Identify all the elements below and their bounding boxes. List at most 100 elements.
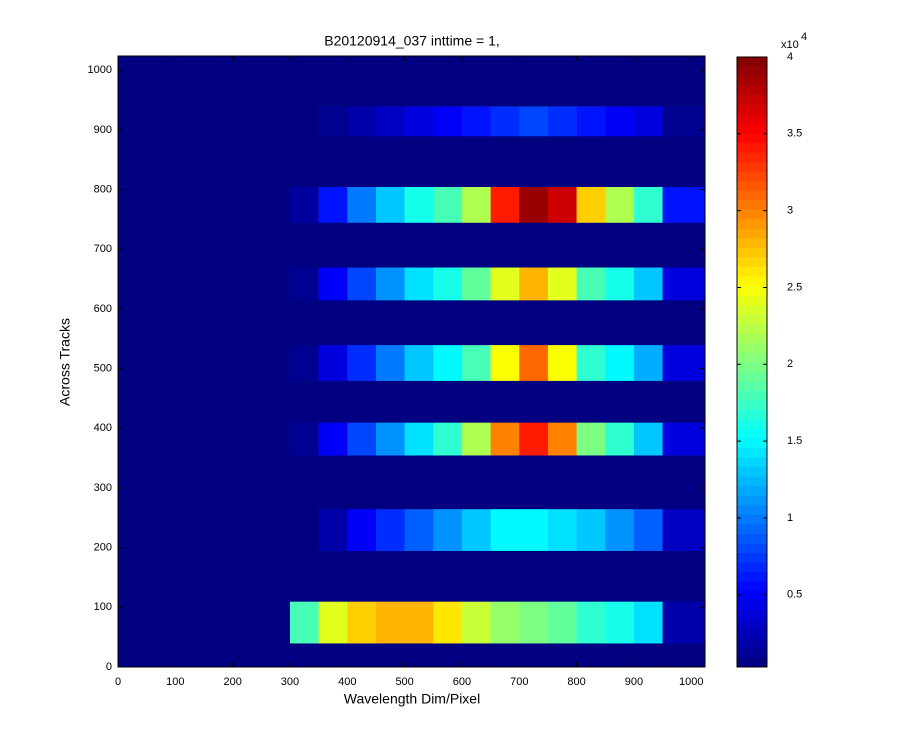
- heatmap-cell: [461, 106, 491, 137]
- heatmap-cell: [633, 344, 663, 381]
- heatmap-cell: [318, 643, 348, 668]
- heatmap-cell: [461, 267, 491, 301]
- heatmap-cell: [318, 455, 348, 510]
- heatmap-cell: [490, 222, 520, 268]
- colorbar-step: [737, 238, 767, 248]
- heatmap-cell: [433, 601, 463, 644]
- x-tick-label: 0: [115, 676, 121, 688]
- heatmap-cell: [662, 106, 706, 137]
- heatmap-cell: [118, 422, 291, 456]
- heatmap-cell: [633, 422, 663, 456]
- heatmap-cell: [662, 550, 706, 602]
- heatmap-cell: [605, 56, 635, 107]
- colorbar-step: [737, 266, 767, 277]
- heatmap-cell: [375, 601, 405, 644]
- heatmap-cell: [347, 344, 377, 381]
- colorbar-step: [737, 152, 767, 163]
- heatmap-cell: [375, 550, 405, 602]
- heatmap-cell: [633, 550, 663, 602]
- heatmap-cell: [605, 222, 635, 268]
- colorbar-step: [737, 276, 767, 287]
- colorbar-step: [737, 581, 767, 592]
- heatmap-cell: [404, 106, 434, 137]
- heatmap-cell: [461, 380, 491, 423]
- colorbar-step: [737, 504, 767, 515]
- heatmap-cell: [576, 135, 606, 187]
- heatmap-cell: [289, 422, 319, 456]
- heatmap-cell: [576, 380, 606, 423]
- colorbar-step: [737, 142, 767, 153]
- colorbar-step: [737, 600, 767, 611]
- heatmap-cell: [118, 550, 291, 602]
- colorbar-step: [737, 428, 767, 439]
- heatmap-cell: [633, 267, 663, 301]
- heatmap-cell: [519, 380, 549, 423]
- colorbar-step: [737, 133, 767, 144]
- colorbar-step: [737, 447, 767, 458]
- heatmap-cell: [433, 508, 463, 551]
- heatmap-cell: [433, 267, 463, 301]
- x-tick-label: 200: [223, 676, 241, 688]
- colorbar-step: [737, 257, 767, 267]
- heatmap-cell: [404, 455, 434, 510]
- heatmap-cell: [318, 222, 348, 268]
- colorbar-step: [737, 438, 767, 449]
- heatmap-cell: [576, 508, 606, 551]
- heatmap-cell: [404, 422, 434, 456]
- heatmap-cell: [404, 601, 434, 644]
- heatmap-cell: [375, 135, 405, 187]
- heatmap-cell: [633, 455, 663, 510]
- heatmap-cell: [461, 344, 491, 381]
- heatmap-cell: [347, 222, 377, 268]
- heatmap-cell: [118, 267, 291, 301]
- heatmap-cell: [490, 550, 520, 602]
- heatmap-cell: [519, 508, 549, 551]
- heatmap-cell: [318, 422, 348, 456]
- colorbar-step: [737, 362, 767, 372]
- heatmap-cell: [433, 643, 463, 668]
- heatmap-cell: [576, 186, 606, 223]
- colorbar-step: [737, 495, 767, 506]
- heatmap-cell: [547, 380, 577, 423]
- heatmap-cell: [404, 344, 434, 381]
- plot-frame: [117, 55, 706, 668]
- heatmap-cell: [347, 643, 377, 668]
- colorbar-step: [737, 657, 767, 668]
- heatmap-cell: [519, 344, 549, 381]
- heatmap-cell: [289, 380, 319, 423]
- x-tick-label: 500: [395, 676, 413, 688]
- heatmap-cell: [461, 508, 491, 551]
- heatmap-cell: [576, 601, 606, 644]
- heatmap-cell: [375, 455, 405, 510]
- heatmap-cell: [433, 422, 463, 456]
- heatmap-cell: [461, 422, 491, 456]
- heatmap-cell: [318, 56, 348, 107]
- heatmap-cell: [375, 267, 405, 301]
- y-tick-label: 200: [94, 542, 112, 554]
- heatmap-cell: [519, 455, 549, 510]
- heatmap-cell: [461, 56, 491, 107]
- heatmap-cell: [289, 106, 319, 137]
- heatmap-cell: [576, 455, 606, 510]
- heatmap-cell: [347, 422, 377, 456]
- heatmap-cell: [375, 300, 405, 346]
- colorbar-step: [737, 371, 767, 382]
- x-tick-label: 600: [453, 676, 471, 688]
- heatmap-cell: [461, 222, 491, 268]
- heatmap-cell: [576, 300, 606, 346]
- colorbar-tick-label: 3.5: [787, 128, 802, 140]
- heatmap-cell: [404, 300, 434, 346]
- heatmap-cell: [461, 135, 491, 187]
- x-tick-label: 900: [625, 676, 643, 688]
- heatmap-cell: [289, 56, 319, 107]
- colorbar-step: [737, 476, 767, 487]
- heatmap-cell: [375, 106, 405, 137]
- heatmap-cell: [662, 380, 706, 423]
- heatmap-cell: [118, 380, 291, 423]
- heatmap-cell: [318, 380, 348, 423]
- heatmap-cell: [662, 135, 706, 187]
- heatmap-cell: [547, 56, 577, 107]
- heatmap-cell: [289, 267, 319, 301]
- heatmap-cell: [347, 186, 377, 223]
